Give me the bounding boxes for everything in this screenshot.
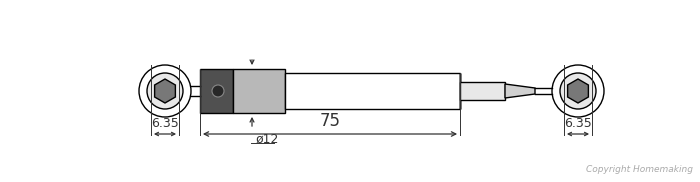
Text: ø12: ø12 [256,133,279,146]
Bar [233,69,285,113]
Text: 6.35: 6.35 [151,117,179,130]
Bar [460,82,505,100]
Circle shape [560,73,596,109]
Polygon shape [155,79,176,103]
Circle shape [212,85,224,97]
Bar [285,73,460,109]
Text: Copyright Homemaking: Copyright Homemaking [586,165,693,174]
Circle shape [147,73,183,109]
Text: 75: 75 [319,112,340,130]
Text: 6.35: 6.35 [564,117,592,130]
Polygon shape [505,84,535,98]
Bar [200,69,233,113]
Polygon shape [568,79,589,103]
